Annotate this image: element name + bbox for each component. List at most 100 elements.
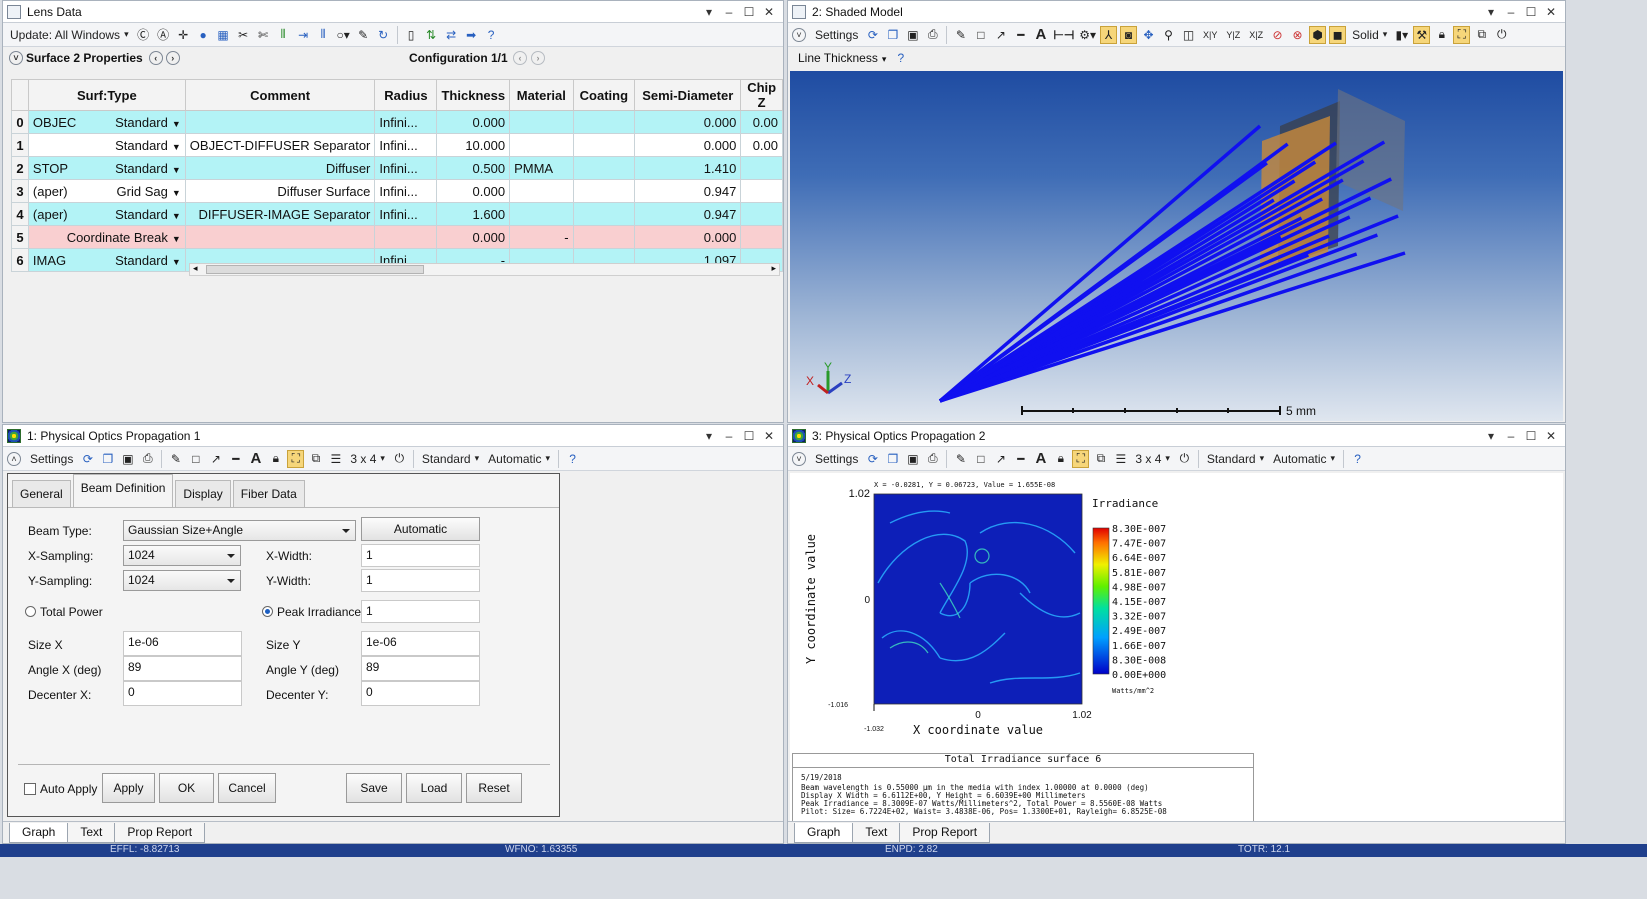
- fullscreen-icon[interactable]: ⛶: [1072, 449, 1090, 468]
- maximize-button[interactable]: ☐: [1525, 4, 1537, 19]
- tab-general[interactable]: General: [12, 480, 71, 507]
- line-icon[interactable]: ━: [232, 451, 240, 466]
- ring-icon[interactable]: ○▾: [336, 27, 350, 42]
- chevron-down-icon[interactable]: ▼: [171, 118, 181, 129]
- scissors-icon[interactable]: ✂: [238, 27, 249, 42]
- layers-icon[interactable]: ☰: [330, 451, 342, 466]
- column-header[interactable]: Material: [509, 79, 574, 111]
- chevron-down-icon[interactable]: ▼: [171, 210, 181, 221]
- fit-icon[interactable]: ◙: [1120, 25, 1138, 44]
- material-cell[interactable]: [509, 110, 574, 134]
- thickness-cell[interactable]: 0.000: [436, 110, 511, 134]
- surf-type-cell[interactable]: STOP Standard ▼: [27, 156, 186, 180]
- dropdown-icon[interactable]: ▾: [1487, 4, 1495, 19]
- pan-icon[interactable]: ✥: [1143, 27, 1154, 42]
- xz-view-button[interactable]: X|Z: [1249, 29, 1264, 40]
- table-row[interactable]: 3 (aper) Grid Sag ▼ Diffuser Surface Infini..…: [11, 179, 783, 203]
- refresh-icon[interactable]: ⟳: [82, 451, 93, 466]
- next-config-icon[interactable]: ›: [531, 51, 545, 65]
- help-icon[interactable]: ?: [487, 27, 495, 42]
- arrow-icon[interactable]: ↗: [210, 451, 221, 466]
- automatic-dropdown[interactable]: Automatic ▾: [1273, 451, 1336, 466]
- material-cell[interactable]: [509, 133, 574, 157]
- line-thickness-dropdown[interactable]: Line Thickness ▾: [798, 51, 887, 65]
- dimension-icon[interactable]: ⊢⊣: [1053, 27, 1075, 42]
- radius-cell[interactable]: Infini...: [374, 110, 438, 134]
- axes-icon[interactable]: ⅄: [1100, 25, 1118, 44]
- tab-fiber-data[interactable]: Fiber Data: [232, 480, 305, 507]
- lens-arrow-icon[interactable]: ⇥: [298, 27, 309, 42]
- column-header[interactable]: Coating: [572, 79, 636, 111]
- arrow-right-icon[interactable]: ➡: [466, 27, 477, 42]
- chevron-down-icon[interactable]: ▼: [171, 164, 181, 175]
- 3d-viewport[interactable]: X Y Z 5 mm: [790, 71, 1563, 421]
- x-sampling-select[interactable]: 1024: [123, 545, 241, 566]
- wrench-icon[interactable]: ⚒: [1413, 25, 1431, 44]
- semi-diameter-cell[interactable]: 0.000: [634, 133, 742, 157]
- comment-cell[interactable]: Diffuser: [184, 156, 376, 180]
- thickness-cell[interactable]: 0.500: [436, 156, 511, 180]
- coating-cell[interactable]: [572, 133, 636, 157]
- table-row[interactable]: 1 Standard ▼ OBJECT-DIFFUSER Separator Infin…: [11, 133, 783, 157]
- close-button[interactable]: ✕: [1545, 428, 1557, 443]
- save-icon[interactable]: ▣: [907, 27, 919, 42]
- text-icon[interactable]: A: [1035, 450, 1047, 467]
- chip-zone-cell[interactable]: [740, 225, 783, 249]
- cube-icon[interactable]: ⬢: [1309, 25, 1327, 44]
- angle-x-field[interactable]: 89: [123, 656, 242, 681]
- refresh-c-icon[interactable]: Ⓒ: [137, 28, 150, 42]
- no-spin-icon[interactable]: ⊗: [1292, 27, 1303, 42]
- layout-dropdown[interactable]: 3 x 4 ▾: [1135, 451, 1170, 466]
- comment-cell[interactable]: [184, 110, 376, 134]
- y-sampling-select[interactable]: 1024: [123, 570, 241, 591]
- semi-diameter-cell[interactable]: 0.000: [634, 225, 742, 249]
- tab-graph[interactable]: Graph: [9, 823, 69, 843]
- tab-beam-definition[interactable]: Beam Definition: [72, 474, 174, 507]
- coating-cell[interactable]: [572, 225, 636, 249]
- lock-icon[interactable]: 🔒︎: [1438, 27, 1445, 41]
- radius-cell[interactable]: Infini...: [374, 202, 438, 226]
- rectangle-icon[interactable]: □: [192, 451, 200, 466]
- tab-text[interactable]: Text: [852, 823, 901, 843]
- column-header[interactable]: Chip Z: [740, 79, 783, 111]
- tab-prop-report[interactable]: Prop Report: [899, 823, 991, 843]
- copy-icon[interactable]: ❐: [887, 27, 899, 42]
- material-cell[interactable]: PMMA: [509, 156, 574, 180]
- comment-cell[interactable]: Diffuser Surface: [184, 179, 376, 203]
- chip-zone-cell[interactable]: [740, 156, 783, 180]
- chip-zone-cell[interactable]: 0.00: [740, 133, 783, 157]
- tab-graph[interactable]: Graph: [794, 823, 854, 843]
- yz-view-button[interactable]: Y|Z: [1226, 29, 1241, 40]
- copy-icon[interactable]: ❐: [102, 451, 114, 466]
- angle-y-field[interactable]: 89: [361, 656, 480, 681]
- maximize-button[interactable]: ☐: [1525, 428, 1537, 443]
- chevron-down-icon[interactable]: ▼: [171, 141, 181, 152]
- minimize-button[interactable]: –: [725, 4, 733, 19]
- chip-zone-cell[interactable]: [740, 179, 783, 203]
- help-icon[interactable]: ?: [897, 51, 905, 65]
- coating-cell[interactable]: [572, 156, 636, 180]
- maximize-button[interactable]: ☐: [743, 428, 755, 443]
- comment-cell[interactable]: OBJECT-DIFFUSER Separator: [184, 133, 376, 157]
- prev-config-icon[interactable]: ‹: [513, 51, 527, 65]
- save-icon[interactable]: ▣: [122, 451, 134, 466]
- rectangle-icon[interactable]: □: [977, 27, 985, 42]
- table-row[interactable]: 2 STOP Standard ▼ Diffuser Infini... 0.500 PMMA…: [11, 156, 783, 180]
- refresh-icon[interactable]: ⟳: [867, 27, 878, 42]
- rectangle-icon[interactable]: □: [977, 451, 985, 466]
- scroll-left-icon[interactable]: ◂: [193, 263, 198, 273]
- comment-cell[interactable]: [184, 225, 376, 249]
- reset-button[interactable]: Reset: [466, 773, 522, 803]
- pen-icon[interactable]: ✎: [358, 27, 369, 42]
- dropdown-icon[interactable]: ▾: [705, 4, 713, 19]
- refresh-a-icon[interactable]: Ⓐ: [157, 28, 170, 42]
- cancel-button[interactable]: Cancel: [218, 773, 276, 803]
- minimize-button[interactable]: –: [1507, 4, 1515, 19]
- copy-icon[interactable]: ❐: [887, 451, 899, 466]
- table-row[interactable]: 5 Coordinate Break ▼ 0.000-0.000: [11, 225, 783, 249]
- print-icon[interactable]: ⎙: [928, 27, 938, 41]
- solid-cube-icon[interactable]: ◼: [1329, 25, 1347, 44]
- chip-zone-cell[interactable]: [740, 202, 783, 226]
- size-x-field[interactable]: 1e-06: [123, 631, 242, 656]
- pencil-icon[interactable]: ✎: [955, 451, 966, 466]
